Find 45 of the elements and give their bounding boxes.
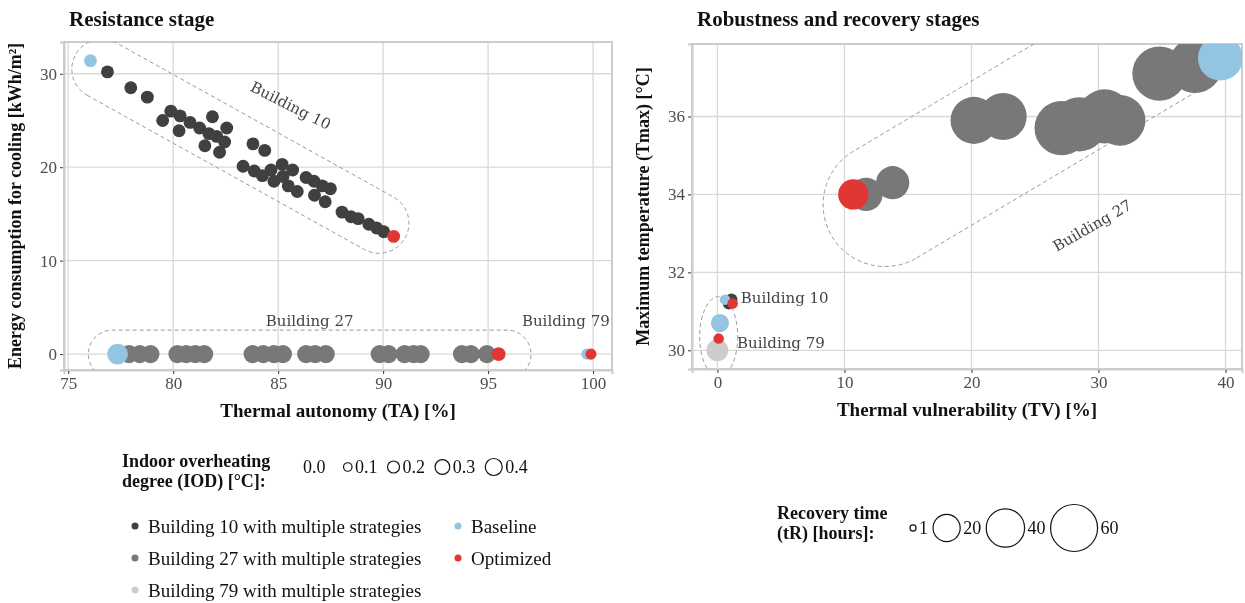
annotation: Building 10 — [740, 288, 829, 307]
legend-label: 0.4 — [505, 457, 528, 478]
x-axis-title: Thermal autonomy (TA) [%] — [220, 400, 456, 422]
y-tick-label: 20 — [40, 158, 57, 178]
legend-label: 0.3 — [452, 457, 476, 478]
legend-label: 0.2 — [402, 457, 426, 478]
legend-label: Building 10 with multiple strategies — [148, 515, 422, 537]
y-tick-label: 0 — [48, 345, 57, 365]
legend-label: Optimized — [471, 547, 552, 569]
legend-title: Recovery time (tR) [hours]: — [777, 503, 888, 544]
x-tick-label: 30 — [1090, 373, 1108, 393]
y-tick-label: 34 — [668, 185, 686, 205]
annotation: Building 27 — [265, 311, 354, 330]
y-tick-label: 32 — [668, 263, 685, 283]
legend-label: Baseline — [471, 515, 537, 537]
y-axis-title: Energy consumption for cooling [kWh/m²] — [5, 42, 25, 370]
y-tick-label: 30 — [40, 64, 57, 84]
y-axis-title: Maximum temperature (Tmax) [°C] — [633, 67, 654, 346]
legend-label: 40 — [1027, 518, 1046, 539]
x-tick-label: 20 — [963, 373, 981, 393]
legend-label: Building 79 with multiple strategies — [148, 579, 422, 601]
y-tick-label: 36 — [668, 107, 685, 127]
legend-label: 1 — [919, 518, 929, 539]
x-tick-label: 90 — [375, 374, 393, 394]
chart-title: Resistance stage — [69, 7, 215, 31]
legend-label: Building 27 with multiple strategies — [148, 547, 422, 569]
legend-label: 0.0 — [303, 457, 326, 478]
legend-label: 0.1 — [355, 457, 378, 478]
x-tick-label: 95 — [480, 374, 498, 394]
annotation: Building 79 — [737, 333, 825, 352]
x-tick-label: 75 — [60, 374, 78, 394]
legend-title: Indoor overheating degree (IOD) [°C]: — [122, 451, 271, 492]
legend-label: 60 — [1100, 518, 1119, 539]
chart-title: Robustness and recovery stages — [697, 7, 980, 31]
x-tick-label: 85 — [270, 374, 288, 394]
annotation: Building 79 — [521, 311, 610, 330]
x-tick-label: 100 — [580, 374, 607, 394]
y-tick-label: 10 — [40, 251, 57, 271]
x-tick-label: 10 — [836, 373, 854, 393]
y-tick-label: 30 — [668, 341, 685, 361]
x-tick-label: 40 — [1217, 373, 1235, 393]
x-axis-title: Thermal vulnerability (TV) [%] — [836, 399, 1098, 421]
x-tick-label: 0 — [713, 373, 723, 393]
x-tick-label: 80 — [165, 374, 183, 394]
legend-label: 20 — [963, 518, 982, 539]
